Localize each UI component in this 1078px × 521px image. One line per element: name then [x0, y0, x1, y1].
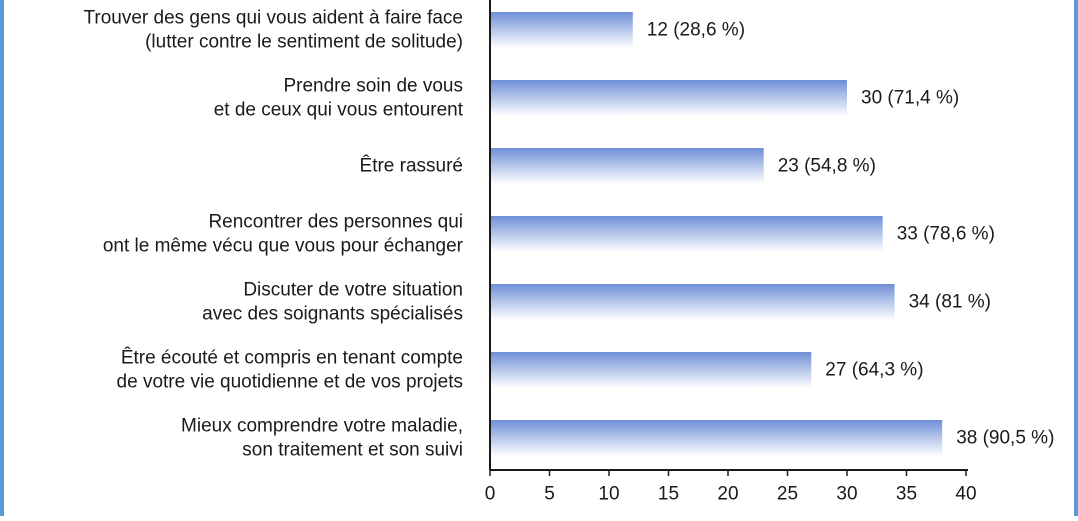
x-tick-label: 10 [598, 484, 619, 505]
category-label-line: Être écouté et compris en tenant compte [121, 347, 463, 369]
category-label-7: Mieux comprendre votre maladie, son trait… [181, 416, 463, 461]
category-label-2: Prendre soin de vous et de ceux qui vous … [214, 76, 464, 121]
data-label-2: 30 (71,4 %) [861, 88, 959, 109]
frame-left-edge [0, 0, 4, 516]
category-label-6: Être écouté et compris en tenant compte d… [117, 347, 463, 393]
category-label-5: Discuter de votre situation avec des soig… [202, 280, 463, 325]
category-label-line: Mieux comprendre votre maladie, [181, 416, 463, 437]
x-tick-label: 25 [777, 484, 798, 505]
x-tick-label: 30 [836, 484, 857, 505]
data-label-4: 33 (78,6 %) [897, 224, 995, 245]
bar-5 [490, 284, 895, 320]
category-label-1: Trouver des gens qui vous aident à faire… [83, 8, 463, 53]
data-label-1: 12 (28,6 %) [647, 20, 745, 41]
x-tick-label: 5 [544, 484, 555, 505]
category-label-line: de votre vie quotidienne et de vos proje… [117, 372, 463, 393]
category-label-line: et de ceux qui vous entourent [214, 100, 464, 121]
x-tick-label: 15 [658, 484, 679, 505]
data-label-6: 27 (64,3 %) [825, 360, 923, 381]
bar-4 [490, 216, 883, 252]
category-label-line: Prendre soin de vous [283, 76, 463, 97]
category-label-line: (lutter contre le sentiment de solitude) [145, 32, 463, 53]
bar-7 [490, 420, 943, 456]
category-label-line: ont le même vécu que vous pour échanger [103, 236, 464, 257]
x-tick-label: 20 [717, 484, 738, 505]
category-label-line: Trouver des gens qui vous aident à faire… [83, 8, 463, 29]
category-label-line: Rencontrer des personnes qui [208, 212, 463, 233]
data-label-5: 34 (81 %) [909, 292, 991, 313]
bar-3 [490, 148, 764, 184]
category-label-3: Être rassuré [360, 155, 463, 177]
x-tick-label: 0 [485, 484, 496, 505]
bar-2 [490, 80, 847, 116]
category-label-line: avec des soignants spécialisés [202, 304, 463, 325]
frame-right-edge [1074, 0, 1078, 516]
bar-6 [490, 352, 812, 388]
category-label-line: son traitement et son suivi [242, 440, 463, 461]
category-label-line: Discuter de votre situation [243, 280, 463, 301]
bar-1 [490, 12, 633, 48]
data-label-7: 38 (90,5 %) [956, 428, 1054, 449]
x-tick-label: 35 [896, 484, 917, 505]
data-label-3: 23 (54,8 %) [778, 156, 876, 177]
x-tick-label: 40 [955, 484, 976, 505]
category-label-line: Être rassuré [360, 155, 463, 177]
category-label-4: Rencontrer des personnes qui ont le même … [103, 212, 464, 257]
